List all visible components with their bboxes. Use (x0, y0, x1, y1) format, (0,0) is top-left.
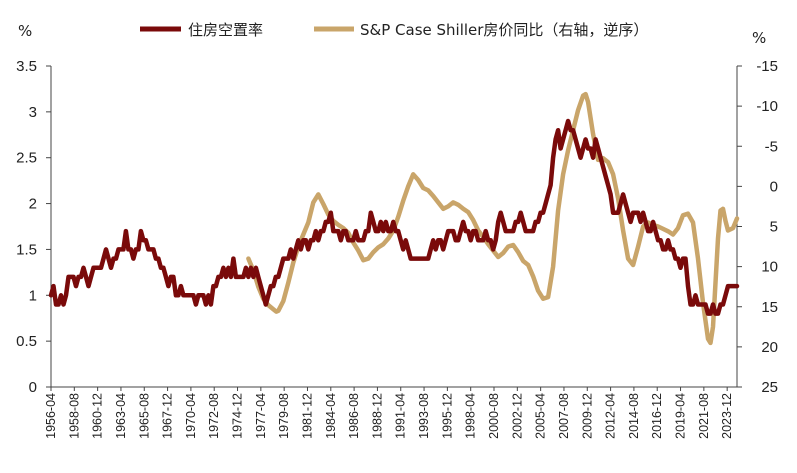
x-tick-label: 2016-12 (650, 393, 664, 439)
right-tick-label: 20 (761, 339, 778, 356)
x-tick-label: 2007-08 (557, 393, 571, 439)
x-tick-label: 2019-04 (674, 393, 688, 439)
x-tick-label: 1998-04 (464, 393, 478, 439)
left-tick-label: 0.5 (16, 333, 37, 350)
left-tick-label: 3 (29, 104, 37, 121)
left-tick-label: 2.5 (16, 150, 37, 167)
series-line-vacancy-rate (48, 118, 740, 316)
x-tick-label: 1967-12 (161, 393, 175, 439)
x-tick-label: 1963-04 (114, 393, 128, 439)
left-tick-label: 1.5 (16, 241, 37, 258)
x-tick-label: 1956-04 (44, 393, 58, 439)
x-tick-label: 1972-08 (207, 393, 221, 439)
right-tick-label: 0 (770, 178, 778, 195)
right-tick-label: 15 (761, 299, 778, 316)
x-tick-label: 1993-08 (417, 393, 431, 439)
right-tick-label: 25 (761, 379, 778, 396)
x-axis-ticks: 1956-04 1958-08 1960-12 1963-04 1965-08 1967-… (44, 387, 734, 439)
x-tick-label: 1988-12 (370, 393, 384, 439)
left-tick-label: 1 (29, 287, 37, 304)
right-tick-label: 5 (770, 219, 778, 236)
x-tick-label: 1979-08 (277, 393, 291, 439)
right-tick-label: -15 (756, 58, 778, 75)
x-tick-label: 2000-08 (487, 393, 501, 439)
right-tick-label: 10 (761, 259, 778, 276)
left-tick-label: 0 (29, 379, 37, 396)
x-tick-label: 2014-08 (627, 393, 641, 439)
x-tick-label: 1960-12 (91, 393, 105, 439)
right-axis-ticks: -15 -10 -5 0 5 10 15 20 25 (737, 58, 778, 396)
x-tick-label: 1995-12 (440, 393, 454, 439)
left-axis-unit: % (18, 22, 32, 40)
x-tick-label: 2012-04 (604, 393, 618, 439)
right-axis-unit: % (752, 29, 766, 47)
x-tick-label: 1991-04 (394, 393, 408, 439)
x-tick-label: 1986-08 (347, 393, 361, 439)
right-tick-label: -10 (756, 98, 778, 115)
x-tick-label: 1981-12 (300, 393, 314, 439)
x-tick-label: 1984-04 (324, 393, 338, 439)
left-tick-label: 3.5 (16, 58, 37, 75)
x-tick-label: 2002-12 (510, 393, 524, 439)
x-tick-label: 1970-04 (184, 393, 198, 439)
legend: 住房空置率 S&P Case Shiller房价同比（右轴，逆序） (140, 21, 648, 39)
x-tick-label: 2009-12 (580, 393, 594, 439)
left-tick-label: 2 (29, 196, 37, 213)
right-tick-label: -5 (765, 138, 778, 155)
x-tick-label: 1977-04 (254, 393, 268, 439)
x-tick-label: 2005-04 (534, 393, 548, 439)
legend-label-case-shiller: S&P Case Shiller房价同比（右轴，逆序） (360, 21, 648, 39)
x-tick-label: 2021-08 (697, 393, 711, 439)
x-tick-label: 2023-12 (720, 393, 734, 439)
x-tick-label: 1965-08 (137, 393, 151, 439)
x-tick-label: 1958-08 (67, 393, 81, 439)
legend-label-vacancy: 住房空置率 (188, 21, 263, 39)
x-tick-label: 1974-12 (231, 393, 245, 439)
series-line-case-shiller (246, 91, 740, 346)
left-axis-ticks: 0 0.5 1 1.5 2 2.5 3 3.5 (16, 58, 51, 396)
